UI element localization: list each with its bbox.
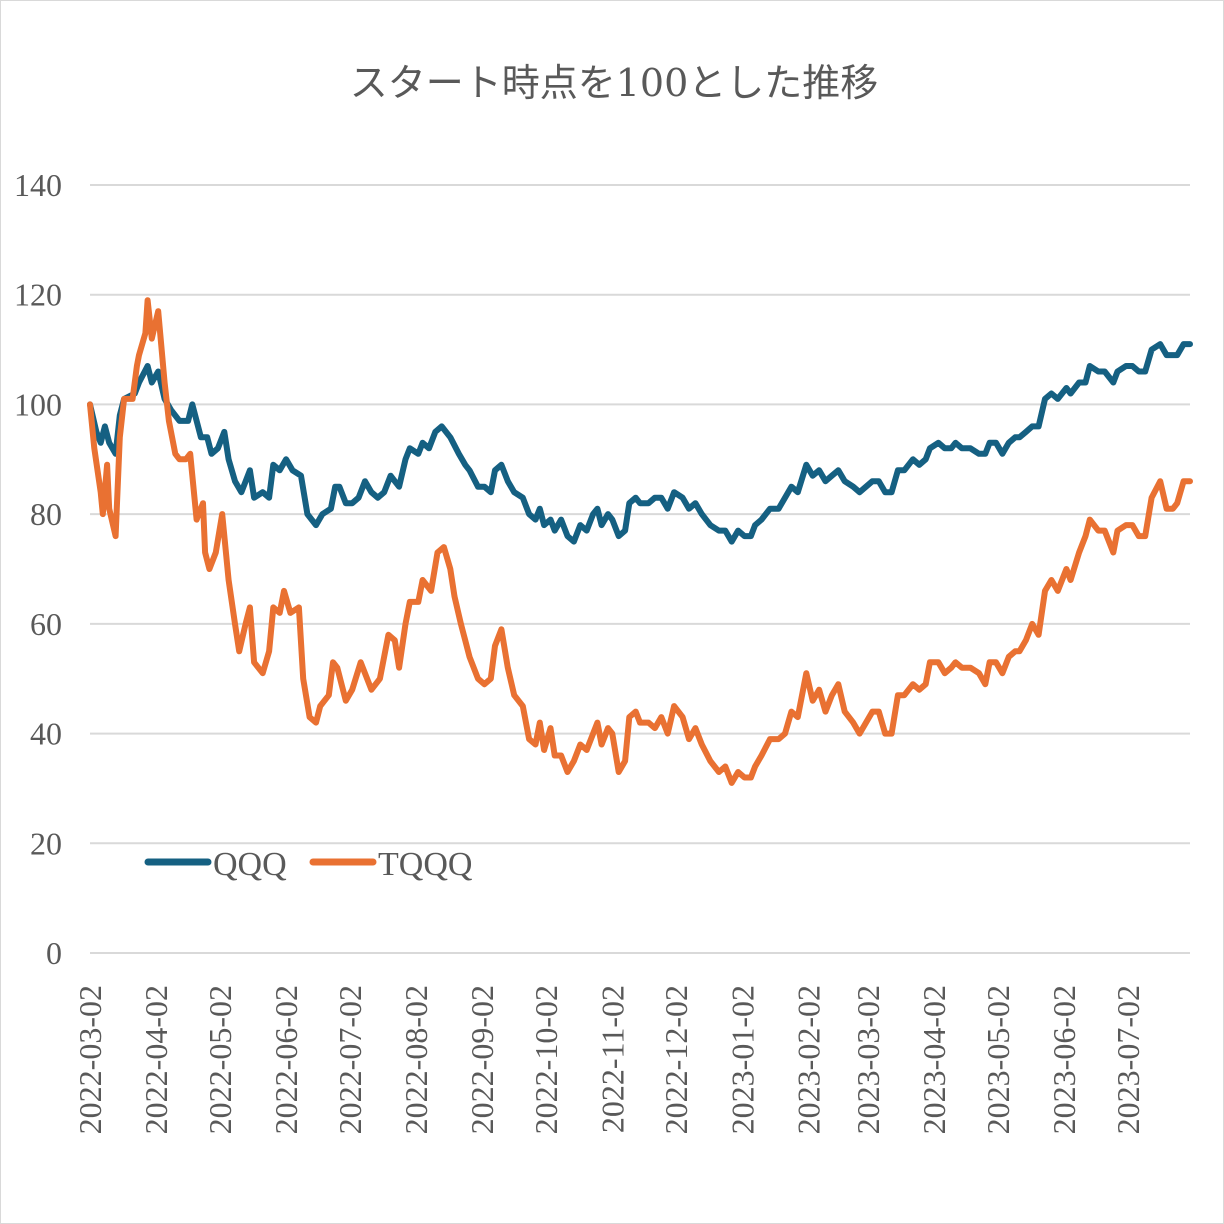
x-tick-label: 2023-02-02: [790, 985, 826, 1134]
legend-label-tqqq: TQQQ: [378, 846, 472, 883]
x-tick-label: 2023-01-02: [724, 985, 760, 1134]
y-tick-label: 100: [14, 386, 62, 422]
y-tick-label: 20: [30, 825, 62, 861]
series-line-tqqq: [87, 297, 1193, 786]
legend-label-qqq: QQQ: [213, 846, 287, 883]
series-line-qqq: [87, 341, 1193, 545]
gridlines: [90, 184, 1190, 954]
y-tick-label: 120: [14, 277, 62, 313]
legend: QQQ TQQQ: [144, 846, 472, 883]
x-tick-label: 2023-04-02: [916, 985, 952, 1134]
y-tick-label: 80: [30, 496, 62, 532]
x-tick-label: 2022-09-02: [464, 985, 500, 1134]
x-tick-label: 2022-12-02: [658, 985, 694, 1134]
chart-title: スタート時点を100とした推移: [350, 61, 879, 105]
x-tick-label: 2022-08-02: [398, 985, 434, 1134]
x-tick-label: 2022-04-02: [138, 985, 174, 1134]
x-axis-ticks: 2022-03-02 2022-04-02 2022-05-02 2022-06-02…: [72, 985, 1146, 1134]
x-tick-label: 2023-07-02: [1110, 985, 1146, 1134]
y-tick-label: 140: [14, 167, 62, 203]
x-tick-label: 2022-11-02: [594, 985, 630, 1133]
y-tick-label: 60: [30, 606, 62, 642]
x-tick-label: 2022-05-02: [202, 985, 238, 1134]
x-tick-label: 2023-05-02: [980, 985, 1016, 1134]
x-tick-label: 2022-06-02: [268, 985, 304, 1134]
x-tick-label: 2022-03-02: [72, 985, 108, 1134]
series-lines: [87, 297, 1193, 786]
x-tick-label: 2022-10-02: [528, 985, 564, 1134]
x-tick-label: 2023-03-02: [850, 985, 886, 1134]
y-tick-label: 0: [46, 935, 62, 971]
x-tick-label: 2022-07-02: [332, 985, 368, 1134]
y-axis-ticks: 0 20 40 60 80 100 120 140: [14, 167, 62, 971]
x-tick-label: 2023-06-02: [1046, 985, 1082, 1134]
y-tick-label: 40: [30, 716, 62, 752]
